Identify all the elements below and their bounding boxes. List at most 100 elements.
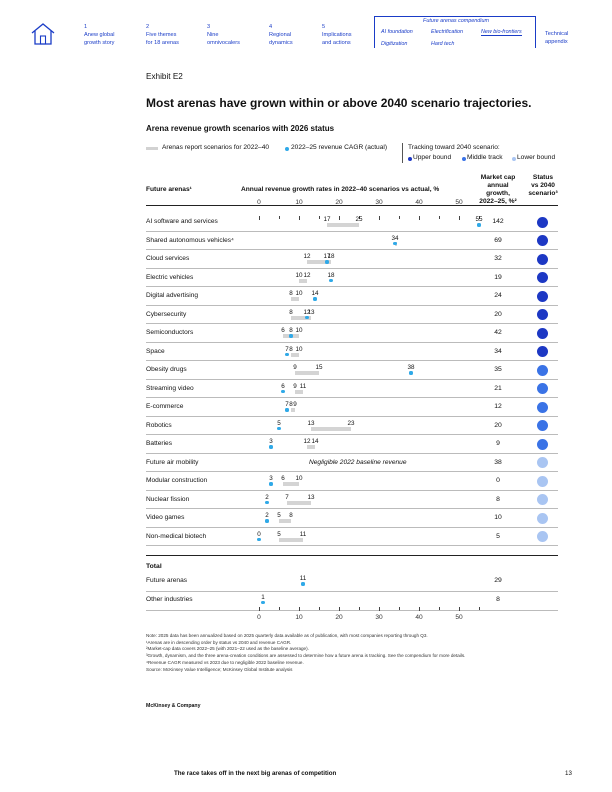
compendium-link[interactable]: Electrification [431,29,464,35]
x-tick-mark [339,607,340,611]
market-cap-value: 69 [494,236,502,244]
actual-dot [281,389,285,394]
nav-chapter-3[interactable]: 3 Nine omnivocalers [207,23,240,47]
row-label: Video games [146,514,185,521]
status-dot [537,290,548,302]
footer-title: The race takes off in the next big arena… [174,770,337,777]
nav-chapter-title: Anew global [84,32,115,38]
actual-label: 17 [323,253,331,260]
market-cap-value: 20 [494,310,502,318]
scenario-high-label: 11 [299,382,307,390]
compendium-link[interactable]: AI foundation [381,29,413,35]
scenario-low-label: 9 [293,382,297,390]
market-cap-value: 19 [494,273,502,281]
row-label: Modular construction [146,477,208,484]
nav-chapter-4[interactable]: 4 Regional dynamics [269,23,293,47]
scenario-bar [311,426,351,431]
note-line: Note: 2025 data has been annualized base… [146,633,428,638]
chart-subtitle: Arena revenue growth scenarios with 2026… [146,124,335,133]
row-rule [146,526,558,527]
scenario-bar [327,223,359,227]
status-dot [537,364,548,376]
x-tick-mark [319,607,320,610]
status-dot [537,438,548,450]
x-tick-mark [379,216,380,220]
row-label: Batteries [146,440,173,447]
actual-label: 7 [285,401,289,408]
scenario-low-label: 12 [303,438,311,445]
market-cap-value: 35 [494,366,502,373]
status-dot [537,401,548,413]
legend-lower-label: Lower bound [517,154,556,161]
market-cap-value: 38 [494,458,502,466]
row-rule [146,304,558,305]
actual-label: 6 [281,382,285,390]
actual-dot [277,426,281,431]
x-tick-mark [359,216,360,219]
status-dot [537,475,548,487]
nav-chapter-5[interactable]: 5 Implications and actions [322,23,352,47]
actual-label: 34 [391,234,399,242]
header-market-cap-line: Market cap [480,174,516,181]
row-rule [146,434,558,435]
nav-chapter-number: 3 [207,24,211,30]
compendium-link[interactable]: Digitization [381,41,408,47]
scenario-bar [307,445,315,449]
scenario-low-label: 10 [295,271,303,279]
actual-dot [269,445,273,449]
exhibit-label: Exhibit E2 [146,72,183,81]
row-rule [146,508,558,509]
actual-dot [289,334,293,338]
header-rule [146,205,558,206]
actual-label: 2 [265,512,269,519]
scenario-high-label: 23 [347,419,355,427]
row-rule [146,378,558,379]
scenario-low-label: 17 [323,216,331,223]
nav-chapter-title: Regional [269,32,292,38]
nav-chapter-2[interactable]: 2 Five themes for 18 arenas [146,23,179,47]
headline: Most arenas have grown within or above 2… [146,96,532,110]
compendium-title[interactable]: Future arenas compendium [423,18,489,24]
status-dot [537,346,548,357]
actual-label: 0 [257,530,261,538]
x-tick-mark [319,216,320,219]
nav-chapter-1[interactable]: 1 Anew global growth story [84,23,114,47]
nav-chapter-title: for 18 arenas [146,40,179,46]
scenario-high-label: 8 [289,512,293,519]
legend-middle-dot [462,156,466,161]
market-cap-value: 10 [494,514,502,521]
home-icon[interactable] [30,22,56,46]
nav-chapter-title: Nine [207,32,219,38]
row-rule [146,360,558,361]
row-rule [146,591,558,592]
actual-dot [265,519,269,523]
row-rule [146,609,558,610]
x-tick-label: 50 [455,614,463,621]
actual-dot [285,352,289,357]
header-status-line: vs 2040 [531,182,555,189]
header-market-cap-line: 2022–25, %² [479,198,517,205]
legend-tracking-title: Tracking toward 2040 scenario: [408,144,500,151]
market-cap-value: 12 [494,403,502,410]
scenario-bar [295,389,303,394]
compendium-link[interactable]: New bio-frontiers [481,29,522,36]
x-tick-mark [299,607,300,611]
status-dot [537,327,548,339]
nav-chapter-title: omnivocalers [207,40,240,46]
x-tick-label: 0 [257,199,261,206]
compendium-link[interactable]: Hard tech [431,41,455,47]
nav-chapter-title: growth story [84,40,115,46]
x-tick-label: 20 [335,614,343,621]
actual-dot [477,223,481,227]
nav-technical-appendix[interactable]: Technical appendix [545,30,568,46]
legend-upper-label: Upper bound [413,154,452,161]
scenario-bar [279,537,303,542]
nav-chapter-title: dynamics [269,40,293,46]
row-rule [146,323,558,324]
x-tick-mark [399,216,400,219]
scenario-low-label: 12 [303,253,311,260]
actual-label: 7 [285,345,289,353]
scenario-high-label: 18 [327,253,335,260]
row-label: AI software and services [146,218,218,225]
actual-dot [265,500,269,505]
